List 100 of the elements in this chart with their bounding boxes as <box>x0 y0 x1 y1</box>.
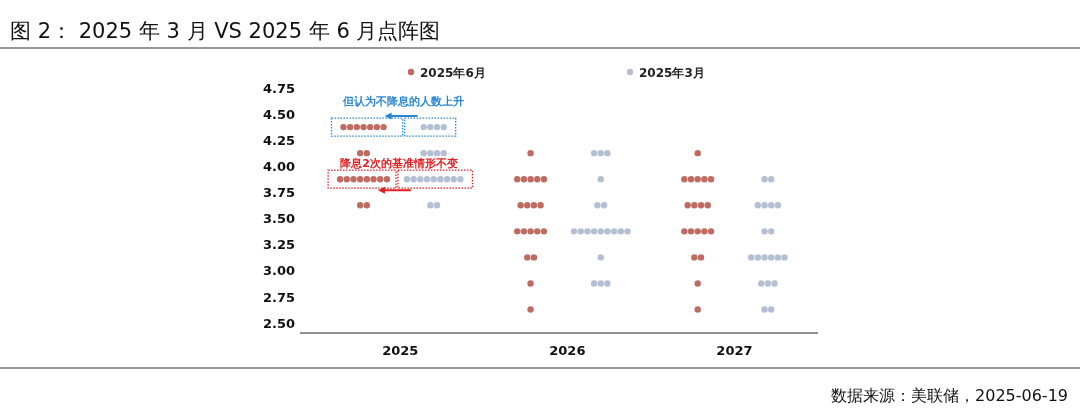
point <box>577 228 584 235</box>
point <box>457 176 464 183</box>
point <box>771 280 778 287</box>
point <box>681 176 688 183</box>
point <box>527 280 534 287</box>
legend-label: 2025年3月 <box>639 65 705 80</box>
point <box>527 176 534 183</box>
point <box>356 202 364 209</box>
point <box>353 123 361 131</box>
point <box>340 123 347 131</box>
point <box>534 176 541 183</box>
annotation: 但认为不降息的人数上升 <box>342 95 465 109</box>
point <box>540 176 548 183</box>
point <box>754 202 762 209</box>
point <box>420 149 427 157</box>
point <box>761 254 768 261</box>
point <box>524 202 531 209</box>
point <box>610 228 618 235</box>
point <box>597 254 604 261</box>
point <box>537 202 544 209</box>
point <box>768 228 775 235</box>
annotation: 降息2次的基准情形不变 <box>340 157 458 171</box>
point <box>433 202 441 209</box>
point <box>527 306 534 313</box>
point <box>590 149 598 157</box>
point <box>350 176 357 183</box>
point <box>697 202 705 209</box>
point <box>366 123 374 131</box>
point <box>403 176 411 183</box>
point <box>450 176 457 183</box>
point <box>584 228 591 235</box>
point <box>747 254 755 261</box>
point <box>373 123 381 131</box>
point <box>527 149 534 157</box>
point <box>694 228 701 235</box>
point <box>370 176 377 183</box>
point <box>764 280 772 287</box>
point <box>427 149 434 157</box>
y-tick-label: 2.75 <box>262 289 295 305</box>
point <box>761 202 768 209</box>
point <box>604 149 611 157</box>
point <box>691 254 698 261</box>
point <box>781 254 788 261</box>
point <box>514 228 521 235</box>
point <box>443 176 451 183</box>
point <box>594 202 601 209</box>
point <box>530 254 538 261</box>
point <box>604 280 611 287</box>
y-tick-label: 3.25 <box>262 237 295 253</box>
point <box>570 228 578 235</box>
point <box>757 280 765 287</box>
point <box>597 228 604 235</box>
point <box>707 176 715 183</box>
y-tick-label: 3.50 <box>262 211 295 227</box>
y-tick-label: 4.25 <box>262 133 295 149</box>
x-tick-label: 2025 <box>382 343 419 358</box>
point <box>694 149 701 157</box>
x-tick-label: 2026 <box>549 343 586 358</box>
point <box>534 228 541 235</box>
point <box>530 202 538 209</box>
point <box>774 202 782 209</box>
point <box>433 123 441 131</box>
point <box>597 176 604 183</box>
point <box>437 176 444 183</box>
point <box>754 254 762 261</box>
point <box>694 306 701 313</box>
point <box>520 228 528 235</box>
point <box>761 176 768 183</box>
point <box>433 149 441 157</box>
point <box>540 228 548 235</box>
y-tick-label: 3.75 <box>262 185 295 201</box>
point <box>697 254 705 261</box>
point <box>356 149 364 157</box>
point <box>440 123 447 131</box>
point <box>761 306 768 313</box>
point <box>427 202 434 209</box>
point <box>590 228 598 235</box>
point <box>360 123 367 131</box>
point <box>691 202 698 209</box>
point <box>687 176 695 183</box>
point <box>694 176 701 183</box>
point <box>520 176 528 183</box>
point <box>420 123 427 131</box>
point <box>440 149 447 157</box>
point <box>707 228 715 235</box>
point <box>363 149 371 157</box>
point <box>768 176 775 183</box>
x-tick-label: 2027 <box>716 343 753 358</box>
point <box>687 228 695 235</box>
point <box>356 176 364 183</box>
point <box>704 202 711 209</box>
point <box>768 202 775 209</box>
point <box>336 176 344 183</box>
point <box>377 176 384 183</box>
source-note: 数据来源：美联储，2025-06-19 <box>831 386 1068 405</box>
point <box>604 228 611 235</box>
point <box>600 202 608 209</box>
point <box>701 176 708 183</box>
point <box>346 123 354 131</box>
point <box>527 228 534 235</box>
